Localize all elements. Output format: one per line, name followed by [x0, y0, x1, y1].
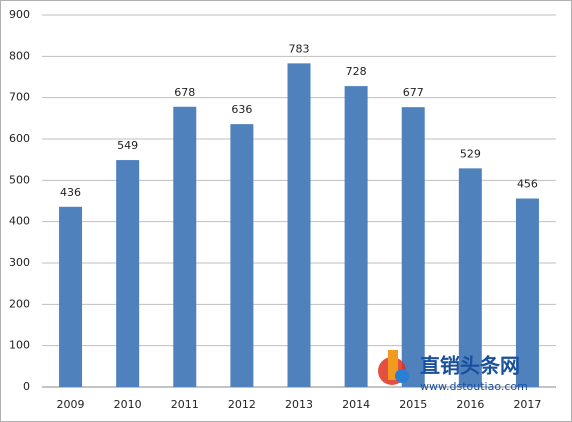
y-tick-label: 0 [23, 380, 30, 393]
y-tick-label: 900 [9, 8, 30, 21]
watermark-logo [388, 350, 398, 380]
y-tick-label: 300 [9, 256, 30, 269]
data-label: 783 [289, 42, 310, 55]
x-tick-label: 2016 [456, 398, 484, 411]
bar [344, 86, 368, 388]
data-label: 436 [60, 186, 81, 199]
data-label: 529 [460, 147, 481, 160]
data-label: 636 [231, 103, 252, 116]
y-tick-label: 600 [9, 132, 30, 145]
watermark: 直销头条网 www.dstoutiao.com [378, 350, 528, 393]
y-tick-label: 800 [9, 49, 30, 62]
bar [59, 206, 83, 387]
x-tick-label: 2013 [285, 398, 313, 411]
x-tick-label: 2012 [228, 398, 256, 411]
bar [458, 168, 482, 387]
x-tick-label: 2017 [513, 398, 541, 411]
x-tick-label: 2009 [57, 398, 85, 411]
bar [173, 106, 197, 387]
data-label: 728 [346, 65, 367, 78]
y-tick-label: 200 [9, 297, 30, 310]
bar [515, 198, 539, 387]
bar [287, 63, 311, 388]
y-tick-label: 500 [9, 173, 30, 186]
data-label: 549 [117, 139, 138, 152]
data-label: 677 [403, 86, 424, 99]
watermark-url: www.dstoutiao.com [420, 380, 528, 393]
watermark-logo [395, 369, 409, 383]
data-label: 456 [517, 178, 538, 191]
x-tick-label: 2010 [114, 398, 142, 411]
y-tick-label: 700 [9, 91, 30, 104]
x-tick-label: 2011 [171, 398, 199, 411]
bar [230, 124, 254, 388]
y-tick-label: 100 [9, 339, 30, 352]
bar [401, 107, 425, 387]
watermark-title: 直销头条网 [420, 354, 520, 378]
bar [116, 160, 140, 387]
data-label: 678 [174, 86, 195, 99]
x-tick-label: 2014 [342, 398, 370, 411]
x-tick-label: 2015 [399, 398, 427, 411]
y-tick-label: 400 [9, 215, 30, 228]
